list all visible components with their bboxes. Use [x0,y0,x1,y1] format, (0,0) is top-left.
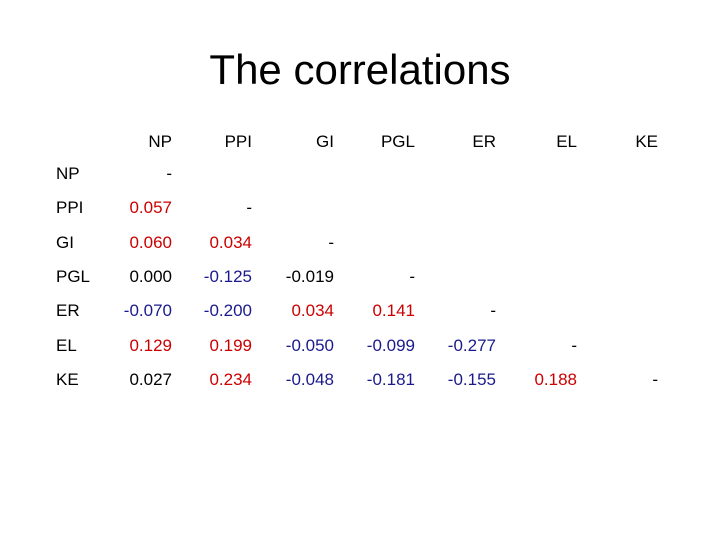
correlation-cell-el-pgl: -0.099 [366,336,415,355]
correlation-cell-ppi-np: 0.057 [129,198,172,217]
correlation-cell-pgl-np: 0.000 [129,267,172,286]
correlation-cell-pgl-gi: -0.019 [285,267,334,286]
row-header-er: ER [56,301,80,320]
correlation-cell-ke-pgl: -0.181 [366,370,415,389]
row-header-ppi: PPI [56,198,84,217]
correlation-cell-er-gi: 0.034 [291,301,334,320]
correlation-cell-pgl-pgl: - [409,267,415,286]
column-header-ke: KE [635,132,658,151]
correlation-cell-el-ppi: 0.199 [209,336,252,355]
correlation-cell-ke-np: 0.027 [129,370,172,389]
column-header-el: EL [556,132,577,151]
correlation-cell-er-er: - [490,301,496,320]
correlation-cell-el-gi: -0.050 [285,336,334,355]
correlation-cell-ke-ke: - [652,370,658,389]
column-header-gi: GI [316,132,334,151]
column-header-pgl: PGL [380,132,415,151]
correlation-cell-gi-gi: - [328,233,334,252]
row-header-np: NP [56,164,80,183]
correlation-cell-ke-gi: -0.048 [285,370,334,389]
column-header-np: NP [148,132,172,151]
row-header-pgl: PGL [56,267,91,286]
correlation-cell-el-np: 0.129 [129,336,172,355]
row-header-gi: GI [56,233,74,252]
slide-title: The correlations [209,46,511,93]
correlation-cell-ke-ppi: 0.234 [209,370,252,389]
correlation-cell-ppi-ppi: - [246,198,252,217]
correlation-cell-gi-ppi: 0.034 [209,233,252,252]
correlation-cell-gi-np: 0.060 [129,233,172,252]
row-header-ke: KE [56,370,79,389]
correlation-cell-pgl-ppi: -0.125 [203,267,252,286]
correlation-cell-ke-er: -0.155 [447,370,496,389]
correlation-cell-np-np: - [166,164,172,183]
column-header-ppi: PPI [224,132,252,151]
row-header-el: EL [56,336,77,355]
correlation-cell-er-np: -0.070 [123,301,172,320]
column-header-er: ER [472,132,496,151]
correlation-cell-er-ppi: -0.200 [203,301,252,320]
correlation-cell-ke-el: 0.188 [534,370,577,389]
correlation-cell-el-er: -0.277 [447,336,496,355]
correlation-cell-er-pgl: 0.141 [372,301,415,320]
correlation-cell-el-el: - [571,336,577,355]
